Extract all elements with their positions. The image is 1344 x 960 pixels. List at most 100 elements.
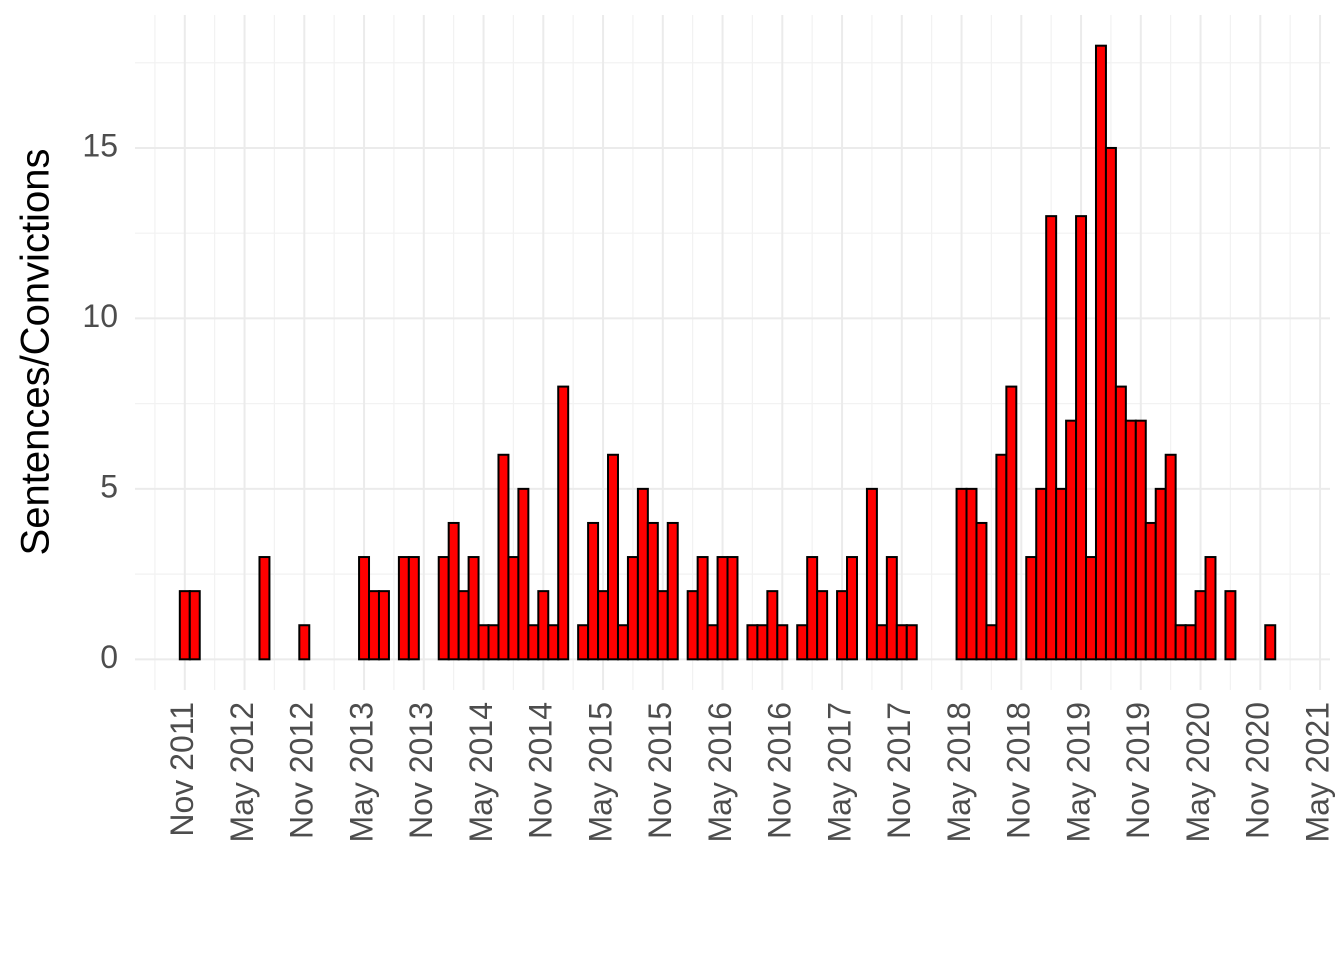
y-tick-label: 15 [82,127,118,163]
bar [616,624,629,661]
x-tick-label: Nov 2012 [284,702,320,839]
bar [865,487,878,661]
x-tick-label: Nov 2014 [523,702,559,839]
bar [1264,624,1277,661]
bar [437,556,450,661]
x-tick-label: Nov 2016 [762,702,798,839]
bar [1025,556,1038,661]
bar [447,521,460,661]
bar [776,624,789,661]
bar [507,556,520,661]
bar [706,624,719,661]
bar [796,624,809,661]
bar [626,556,639,661]
bar [686,590,699,661]
bar [298,624,311,661]
bar [1164,453,1177,661]
x-tick-label: May 2015 [582,702,618,843]
x-tick-label: Nov 2019 [1120,702,1156,839]
bar [258,556,271,661]
bar [995,453,1008,661]
bar [467,556,480,661]
bar [368,590,380,661]
bar [1174,624,1187,661]
bar [766,590,779,661]
bar [557,385,570,661]
x-tick-label: Nov 2011 [164,702,200,837]
bar [1224,590,1237,661]
x-tick-label: May 2012 [224,702,260,843]
bar [1065,419,1078,661]
bar [1194,590,1207,661]
bar [985,624,998,661]
bar [1204,556,1217,661]
x-tick-label: May 2018 [941,702,977,843]
bar [1075,215,1088,661]
bar [1005,385,1018,661]
bar [885,556,898,661]
bar [537,590,550,661]
bar [846,556,858,661]
bar [457,590,470,661]
bar [1134,419,1147,661]
bar [1035,487,1048,661]
bar [547,624,560,661]
bar [397,556,410,661]
bar [497,453,510,661]
y-axis-label: Sentences/Convictions [14,149,58,556]
bar [1184,624,1197,661]
bar [1144,521,1157,661]
bar [1114,385,1127,661]
x-tick-label: May 2021 [1299,702,1335,843]
bar [1045,215,1058,661]
bar [726,556,739,661]
bar [377,590,390,661]
bar [487,624,500,661]
bar [756,624,769,661]
bar [875,624,888,661]
bar [746,624,759,661]
y-tick-label: 10 [82,298,118,334]
bar [1094,44,1107,661]
bar [1124,419,1137,661]
bar [636,487,649,661]
bar [597,590,610,661]
bar [577,624,590,661]
bar [407,556,420,661]
x-tick-label: Nov 2017 [881,702,917,839]
bar [188,590,201,661]
bar [178,590,191,661]
bar [716,556,729,661]
bar [816,590,829,661]
x-tick-label: Nov 2020 [1240,702,1276,839]
bar [955,487,968,661]
x-tick-label: May 2017 [821,702,857,843]
x-tick-label: May 2014 [463,702,499,843]
x-tick-label: May 2013 [343,702,379,843]
x-tick-label: Nov 2015 [642,702,678,839]
bar [477,624,490,661]
bar [1104,146,1117,661]
bar [666,521,679,661]
bar [965,487,978,661]
bar [836,590,849,661]
bar [895,624,908,661]
x-tick-label: May 2016 [702,702,738,843]
bar [975,521,988,661]
bar [646,521,659,661]
x-tick-label: Nov 2013 [403,702,439,839]
bar [696,556,709,661]
bar [517,487,530,661]
bar [358,556,371,661]
y-tick-label: 5 [100,468,118,504]
bar [1085,556,1097,661]
bar [806,556,819,661]
bar [527,624,540,661]
bar [587,521,600,661]
bar [607,453,619,661]
x-tick-label: Nov 2018 [1001,702,1037,839]
x-tick-label: May 2020 [1180,702,1216,843]
bar [905,624,918,661]
x-tick-label: May 2019 [1060,702,1096,843]
